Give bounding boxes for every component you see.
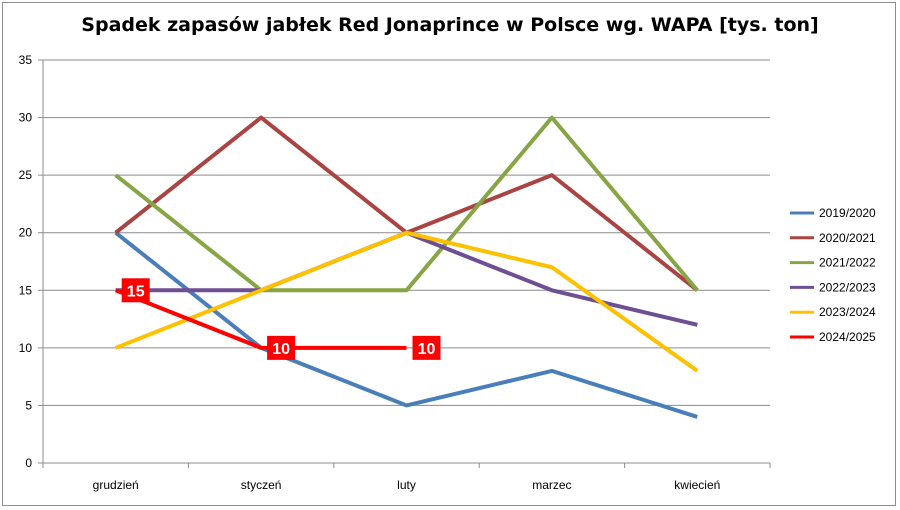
x-tick-label: luty bbox=[397, 478, 416, 492]
data-label-box bbox=[121, 278, 150, 303]
legend-label: 2019/2020 bbox=[819, 206, 876, 220]
x-tick-labels: grudzień styczeń luty marzec kwiecień bbox=[93, 478, 721, 492]
legend-item: 2019/2020 bbox=[790, 206, 876, 220]
legend-item: 2024/2025 bbox=[790, 330, 876, 344]
legend-item: 2022/2023 bbox=[790, 280, 876, 294]
legend-label: 2023/2024 bbox=[819, 305, 876, 319]
series-lines bbox=[114, 115, 699, 419]
axes bbox=[38, 59, 771, 468]
y-tick-label: 25 bbox=[19, 168, 33, 182]
series-line-2020-2021 bbox=[114, 115, 699, 292]
series-line-2024-2025 bbox=[114, 288, 407, 350]
data-label: 15 bbox=[121, 278, 150, 303]
legend-label: 2021/2022 bbox=[819, 256, 876, 270]
series-line-2023-2024 bbox=[114, 230, 699, 373]
data-labels: 15 10 10 bbox=[121, 278, 441, 360]
x-tick-label: marzec bbox=[532, 478, 571, 492]
data-label-text: 15 bbox=[127, 283, 145, 300]
data-label-text: 10 bbox=[272, 341, 290, 358]
x-tick-label: kwiecień bbox=[674, 478, 720, 492]
legend-item: 2023/2024 bbox=[790, 305, 876, 319]
y-tick-label: 5 bbox=[25, 398, 32, 412]
y-tick-label: 20 bbox=[19, 226, 33, 240]
y-tick-label: 30 bbox=[19, 111, 33, 125]
data-label-box bbox=[412, 335, 441, 360]
y-tick-label: 35 bbox=[19, 53, 33, 67]
data-label-text: 10 bbox=[418, 341, 436, 358]
data-label-box bbox=[267, 335, 296, 360]
y-tick-labels: 0 5 10 15 20 25 30 35 bbox=[19, 53, 33, 470]
legend: 2019/2020 2020/2021 2021/2022 2022/2023 2023… bbox=[790, 206, 876, 344]
legend-item: 2020/2021 bbox=[790, 231, 876, 245]
y-tick-label: 0 bbox=[25, 456, 32, 470]
x-tick-label: grudzień bbox=[93, 478, 139, 492]
data-label: 10 bbox=[412, 335, 441, 360]
legend-item: 2021/2022 bbox=[790, 256, 876, 270]
series-line-2021-2022 bbox=[114, 115, 699, 293]
legend-label: 2020/2021 bbox=[819, 231, 876, 245]
legend-label: 2024/2025 bbox=[819, 330, 876, 344]
y-tick-label: 15 bbox=[19, 283, 33, 297]
x-tick-label: styczeń bbox=[241, 478, 282, 492]
data-label: 10 bbox=[267, 335, 296, 360]
y-tick-label: 10 bbox=[19, 341, 33, 355]
chart-title: Spadek zapasów jabłek Red Jonaprince w P… bbox=[81, 14, 819, 36]
legend-label: 2022/2023 bbox=[819, 280, 876, 294]
